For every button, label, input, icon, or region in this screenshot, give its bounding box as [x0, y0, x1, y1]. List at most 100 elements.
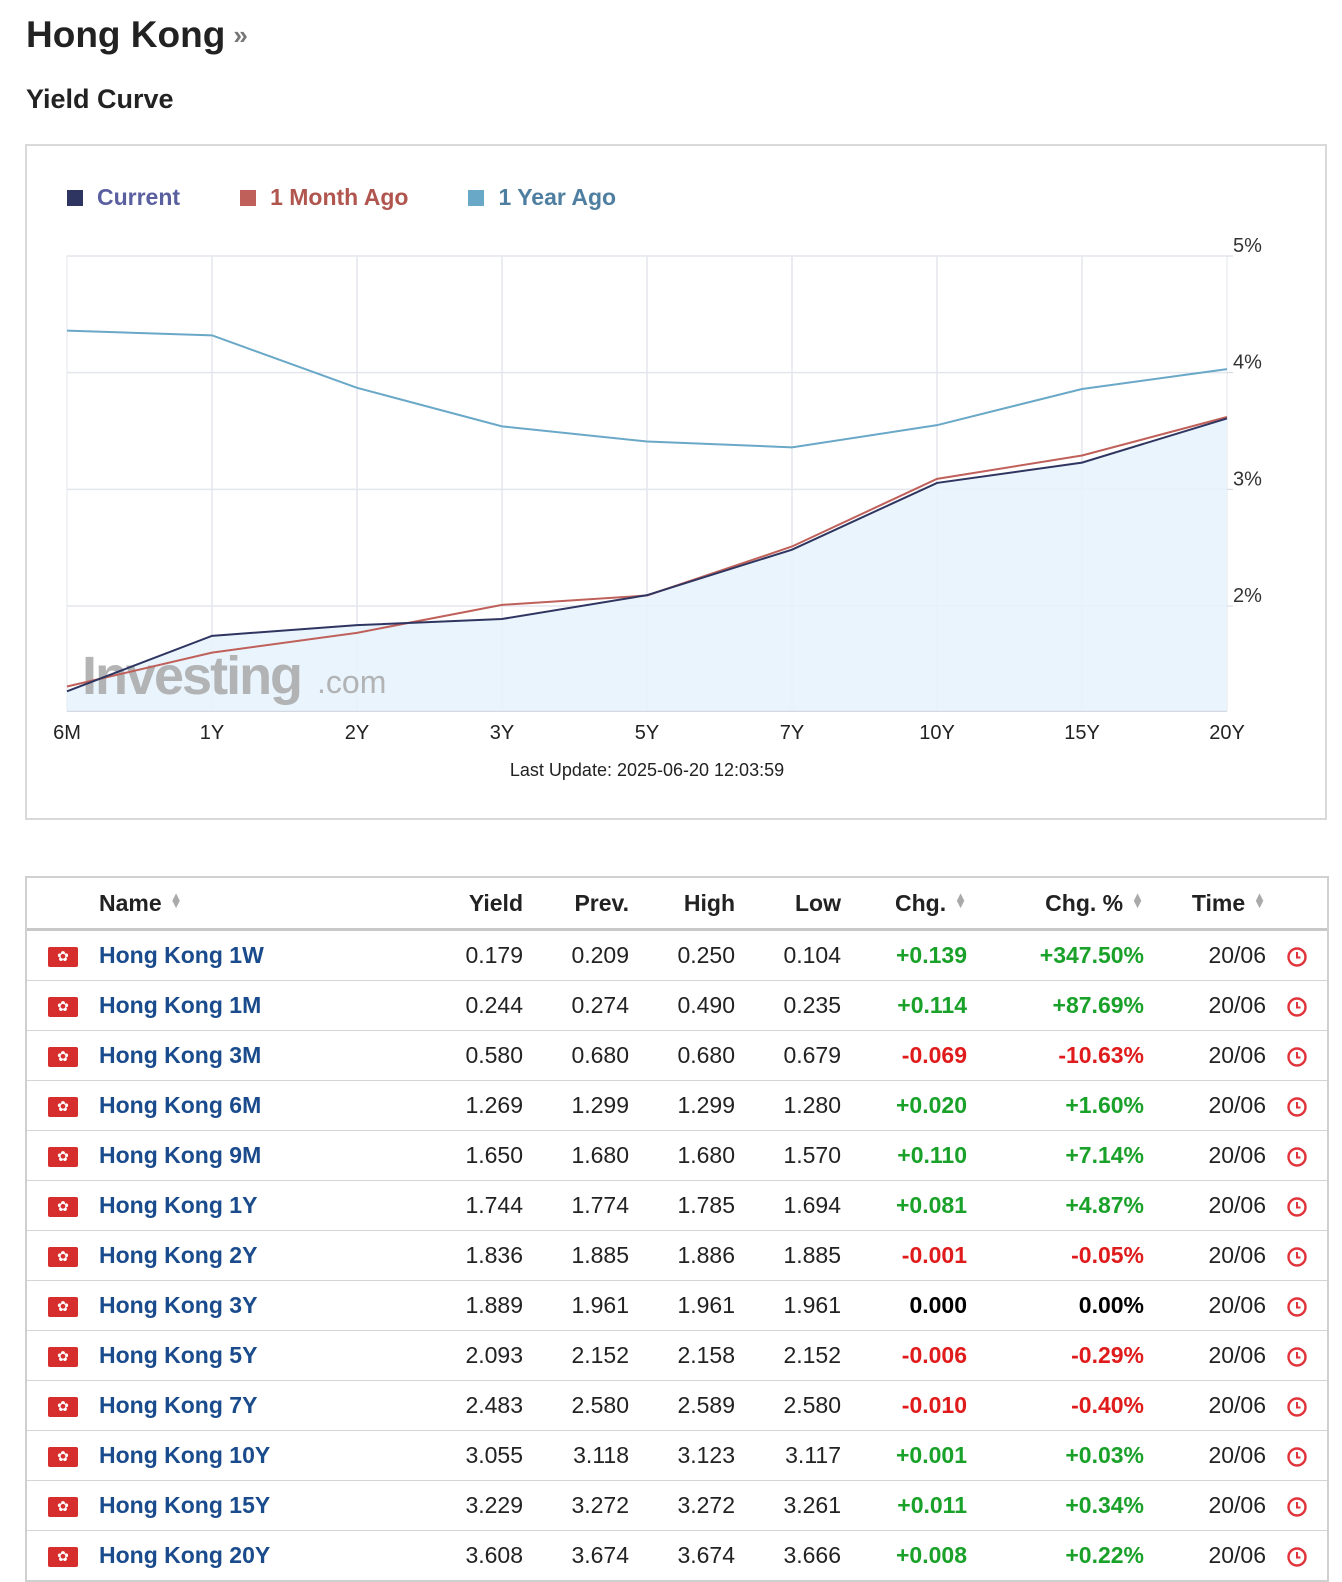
- table-row[interactable]: ✿ Hong Kong 1W 0.179 0.209 0.250 0.104 +0.139 +…: [27, 929, 1327, 981]
- high-cell: 1.961: [630, 1280, 736, 1331]
- clock-icon[interactable]: [1286, 1096, 1308, 1118]
- time-cell: 20/06: [1145, 1330, 1267, 1381]
- chg-pct-cell: -0.05%: [968, 1230, 1145, 1281]
- last-update-text: Last Update: 2025-06-20 12:03:59: [510, 760, 784, 780]
- flag-bauhinia-glyph: ✿: [57, 1297, 69, 1314]
- bond-name-link[interactable]: Hong Kong 6M: [99, 1092, 262, 1118]
- clock-icon[interactable]: [1286, 1246, 1308, 1268]
- table-row[interactable]: ✿ Hong Kong 1Y 1.744 1.774 1.785 1.694 +0.081 +…: [27, 1180, 1327, 1231]
- chg-pct-cell: +4.87%: [968, 1180, 1145, 1231]
- bond-name-link[interactable]: Hong Kong 15Y: [99, 1492, 271, 1518]
- header-chg[interactable]: Chg. ▲ ▼: [842, 878, 968, 931]
- bond-name-link[interactable]: Hong Kong 1M: [99, 992, 262, 1018]
- legend-item-1-month-ago[interactable]: 1 Month Ago: [240, 184, 408, 211]
- clock-icon[interactable]: [1286, 1496, 1308, 1518]
- high-cell: 2.158: [630, 1330, 736, 1381]
- chg-cell: -0.001: [842, 1230, 968, 1281]
- sort-arrows-icon[interactable]: ▲ ▼: [169, 888, 183, 911]
- chg-cell: +0.001: [842, 1430, 968, 1481]
- name-cell: Hong Kong 1M: [99, 980, 432, 1031]
- table-row[interactable]: ✿ Hong Kong 1M 0.244 0.274 0.490 0.235 +0.114 +…: [27, 980, 1327, 1031]
- chg-cell: -0.006: [842, 1330, 968, 1381]
- time-cell: 20/06: [1145, 1380, 1267, 1431]
- table-row[interactable]: ✿ Hong Kong 5Y 2.093 2.152 2.158 2.152 -0.006-…: [27, 1330, 1327, 1381]
- table-row[interactable]: ✿ Hong Kong 6M 1.269 1.299 1.299 1.280 +0.020 +…: [27, 1080, 1327, 1131]
- chg-pct-cell: +0.22%: [1065, 1542, 1144, 1568]
- table-header-row: Name ▲ ▼ Yield Prev. High Low Chg. ▲ ▼ Chg. …: [27, 878, 1327, 931]
- bond-name-link[interactable]: Hong Kong 2Y: [99, 1242, 258, 1268]
- bond-name-link[interactable]: Hong Kong 7Y: [99, 1392, 258, 1418]
- hong-kong-flag-icon: ✿: [48, 1296, 78, 1317]
- clock-cell: [1267, 1230, 1327, 1281]
- legend-item-current[interactable]: Current: [67, 184, 180, 211]
- sort-arrows-icon[interactable]: ▲ ▼: [1253, 888, 1266, 911]
- clock-icon[interactable]: [1286, 1296, 1308, 1318]
- bond-name-link[interactable]: Hong Kong 10Y: [99, 1442, 271, 1468]
- table-row[interactable]: ✿ Hong Kong 7Y 2.483 2.580 2.589 2.580 -0.010-…: [27, 1380, 1327, 1431]
- low-cell: 1.961: [736, 1280, 842, 1331]
- name-cell: Hong Kong 2Y: [99, 1230, 432, 1281]
- header-name[interactable]: Name ▲ ▼: [99, 878, 432, 931]
- bond-name-link[interactable]: Hong Kong 1Y: [99, 1192, 258, 1218]
- bonds-table: Name ▲ ▼ Yield Prev. High Low Chg. ▲ ▼ Chg. …: [27, 878, 1327, 1580]
- clock-icon[interactable]: [1286, 1446, 1308, 1468]
- clock-icon[interactable]: [1286, 1146, 1308, 1168]
- bond-name-link[interactable]: Hong Kong 9M: [99, 1142, 262, 1168]
- sort-arrows-icon[interactable]: ▲ ▼: [954, 888, 967, 911]
- table-row[interactable]: ✿ Hong Kong 9M 1.650 1.680 1.680 1.570 +0.110 +…: [27, 1130, 1327, 1181]
- header-chg-pct[interactable]: Chg. % ▲ ▼: [968, 878, 1145, 931]
- header-chg-pct-label: Chg. %: [1045, 889, 1124, 916]
- table-row[interactable]: ✿ Hong Kong 10Y 3.055 3.118 3.123 3.117 +0.001…: [27, 1430, 1327, 1481]
- time-cell: 20/06: [1145, 929, 1267, 981]
- table-row[interactable]: ✿ Hong Kong 3Y 1.889 1.961 1.961 1.961 0.000 0.…: [27, 1280, 1327, 1331]
- low-cell: 0.104: [736, 929, 842, 981]
- chg-cell: +0.008: [896, 1542, 967, 1568]
- flag-bauhinia-glyph: ✿: [57, 997, 69, 1014]
- hong-kong-flag-icon: ✿: [48, 1046, 78, 1067]
- bond-name-link[interactable]: Hong Kong 5Y: [99, 1342, 258, 1368]
- x-tick-label: 2Y: [345, 722, 369, 744]
- bond-name-link[interactable]: Hong Kong 3M: [99, 1042, 262, 1068]
- time-cell: 20/06: [1145, 1180, 1267, 1231]
- table-row[interactable]: ✿ Hong Kong 3M 0.580 0.680 0.680 0.679 -0.069-…: [27, 1030, 1327, 1081]
- x-tick-label: 3Y: [490, 722, 514, 744]
- clock-icon[interactable]: [1286, 996, 1308, 1018]
- table-row[interactable]: ✿ Hong Kong 2Y 1.836 1.885 1.886 1.885 -0.001-…: [27, 1230, 1327, 1281]
- yield-cell: 1.889: [432, 1280, 524, 1331]
- name-cell: Hong Kong 3Y: [99, 1280, 432, 1331]
- legend-item-1-year-ago[interactable]: 1 Year Ago: [468, 184, 616, 211]
- bond-name-link[interactable]: Hong Kong 1W: [99, 942, 264, 968]
- header-time[interactable]: Time ▲ ▼: [1145, 878, 1267, 931]
- section-title: Yield Curve: [26, 84, 174, 114]
- sort-arrows-icon[interactable]: ▲ ▼: [1131, 888, 1144, 911]
- clock-icon[interactable]: [1286, 1346, 1308, 1368]
- flag-cell: ✿: [27, 1130, 99, 1181]
- chg-cell: +0.114: [842, 980, 968, 1031]
- flag-cell: ✿: [27, 980, 99, 1031]
- bond-name-link[interactable]: Hong Kong 20Y: [99, 1542, 271, 1568]
- high-cell: 3.272: [630, 1480, 736, 1531]
- clock-icon[interactable]: [1286, 946, 1308, 968]
- flag-cell: ✿: [27, 1230, 99, 1281]
- clock-icon[interactable]: [1286, 1046, 1308, 1068]
- y-tick-label: 2%: [1233, 585, 1262, 607]
- low-cell: 1.885: [736, 1230, 842, 1281]
- prev-cell: 3.674: [571, 1542, 629, 1568]
- title-raquo[interactable]: »: [233, 20, 248, 50]
- chg-pct-cell: +7.14%: [968, 1130, 1145, 1181]
- series-line-current: [66, 417, 1228, 693]
- investing-watermark: Investing: [82, 646, 301, 706]
- chg-cell: +0.081: [842, 1180, 968, 1231]
- hong-kong-flag-icon: ✿: [48, 1546, 78, 1567]
- clock-icon[interactable]: [1286, 1196, 1308, 1218]
- bond-name-link[interactable]: Hong Kong 3Y: [99, 1292, 258, 1318]
- chg-cell: 0.000: [842, 1280, 968, 1331]
- clock-icon[interactable]: [1286, 1396, 1308, 1418]
- table-row[interactable]: ✿ Hong Kong 20Y 3.608 3.674 3.674 3.666 +0.008…: [27, 1531, 1327, 1581]
- legend-label-1-month-ago: 1 Month Ago: [270, 184, 409, 210]
- chg-pct-cell: +0.34%: [968, 1480, 1145, 1531]
- table-row[interactable]: ✿ Hong Kong 15Y 3.229 3.272 3.272 3.261 +0.011…: [27, 1480, 1327, 1531]
- chg-pct-cell: +87.69%: [968, 980, 1145, 1031]
- name-cell: Hong Kong 7Y: [99, 1380, 432, 1431]
- clock-icon[interactable]: [1286, 1546, 1308, 1568]
